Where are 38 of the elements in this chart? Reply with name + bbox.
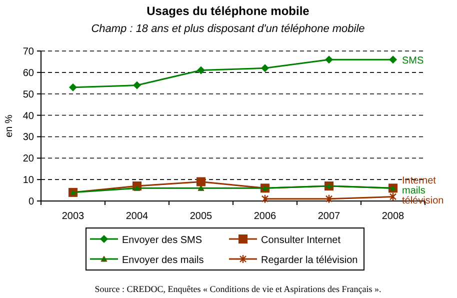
y-tick-label: 60 xyxy=(22,68,34,79)
x-tick-label: 2005 xyxy=(190,211,213,222)
annotation: SMS xyxy=(402,56,424,67)
point xyxy=(196,177,206,186)
point xyxy=(261,64,269,72)
legend-label: Consulter Internet xyxy=(261,235,341,246)
x-tick-label: 2004 xyxy=(126,211,149,222)
point xyxy=(69,83,77,92)
y-tick-label: 50 xyxy=(22,89,34,100)
y-axis-title: en % xyxy=(4,114,15,138)
point xyxy=(325,56,333,64)
point xyxy=(198,184,204,191)
point xyxy=(389,56,397,64)
annotation: mails xyxy=(402,185,426,196)
y-tick-label: 0 xyxy=(28,196,34,208)
legend-label: Envoyer des mails xyxy=(122,255,204,266)
legend-label: Envoyer des SMS xyxy=(122,235,202,246)
x-tick-label: 2007 xyxy=(318,211,341,222)
point xyxy=(197,66,205,74)
x-tick-label: 2008 xyxy=(382,211,405,222)
chart-subtitle: Champ : 18 ans et plus disposant d'un téléphone mobile xyxy=(91,23,365,35)
y-tick-label: 20 xyxy=(22,154,34,165)
source-note: Source : CREDOC, Enquêtes « Conditions de vie et Aspirations des Français ». xyxy=(94,284,382,294)
point xyxy=(133,81,141,90)
y-tick-label: 10 xyxy=(22,175,34,186)
x-tick-label: 2003 xyxy=(62,211,85,222)
annotation: télévision xyxy=(402,195,444,206)
point xyxy=(389,192,397,202)
chart-title: Usages du téléphone mobile xyxy=(146,4,310,18)
y-tick-label: 70 xyxy=(22,46,34,58)
annotation: Internet xyxy=(402,175,436,186)
y-tick-label: 40 xyxy=(22,110,34,122)
point xyxy=(134,184,140,191)
y-tick-label: 30 xyxy=(22,132,34,144)
x-tick-label: 2006 xyxy=(254,211,277,222)
point xyxy=(261,194,269,204)
legend-label: Regarder la télévision xyxy=(261,255,358,266)
point xyxy=(325,194,333,204)
